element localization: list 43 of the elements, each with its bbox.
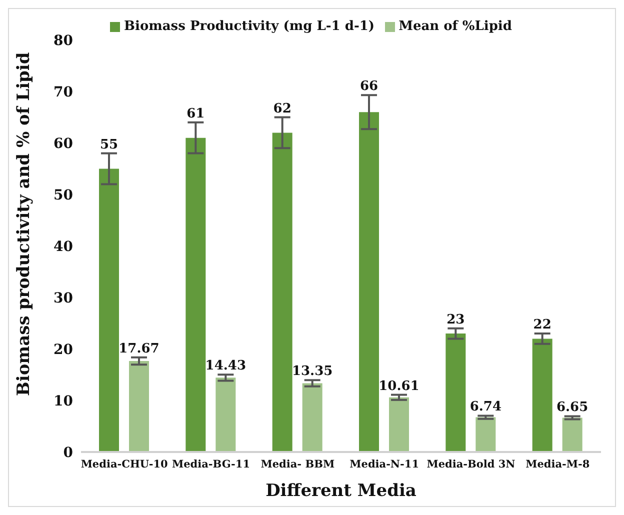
y-tick-label: 20 xyxy=(54,342,74,358)
x-tick-label: Media- BBM xyxy=(260,458,335,470)
bar xyxy=(446,334,466,452)
y-tick-label: 70 xyxy=(54,84,74,100)
legend-label: Mean of %Lipid xyxy=(398,19,512,34)
legend-label: Biomass Productivity (mg L-1 d-1) xyxy=(124,19,375,34)
x-tick-label: Media-BG-11 xyxy=(172,458,250,470)
bar xyxy=(562,418,582,452)
data-label: 66 xyxy=(360,79,378,94)
y-tick-label: 40 xyxy=(54,238,74,255)
x-tick-label: Media-CHU-10 xyxy=(80,458,168,470)
data-label: 6.65 xyxy=(556,400,588,416)
x-tick-label: Media-Bold 3N xyxy=(426,458,516,470)
data-label: 55 xyxy=(100,137,118,152)
bar xyxy=(359,112,379,452)
y-axis-title: Biomass productivity and % of Lipid xyxy=(14,52,34,396)
data-label: 6.74 xyxy=(470,400,502,415)
bar xyxy=(186,138,206,452)
y-tick-label: 80 xyxy=(54,32,74,49)
x-tick-label: Media-N-11 xyxy=(350,458,420,470)
bar xyxy=(302,383,322,452)
data-label: 23 xyxy=(446,312,465,328)
bar xyxy=(389,397,409,452)
y-tick-label: 10 xyxy=(54,393,74,410)
data-label: 61 xyxy=(186,106,205,122)
y-tick-label: 60 xyxy=(54,136,74,152)
x-tick-label: Media-M-8 xyxy=(526,458,590,470)
data-label: 62 xyxy=(273,101,292,116)
y-tick-label: 30 xyxy=(54,290,74,306)
bar xyxy=(129,361,149,452)
y-tick-label: 0 xyxy=(63,444,74,461)
bar xyxy=(216,378,236,452)
data-label: 13.35 xyxy=(292,364,333,380)
bar xyxy=(99,168,119,452)
data-label: 22 xyxy=(533,318,552,333)
x-axis-title: Different Media xyxy=(266,481,416,501)
data-label: 14.43 xyxy=(205,358,246,374)
y-tick-label: 50 xyxy=(54,187,74,204)
data-label: 10.61 xyxy=(378,378,420,394)
data-label: 17.67 xyxy=(118,341,160,356)
bar xyxy=(476,417,496,452)
bar xyxy=(532,338,552,452)
bar xyxy=(272,132,292,452)
